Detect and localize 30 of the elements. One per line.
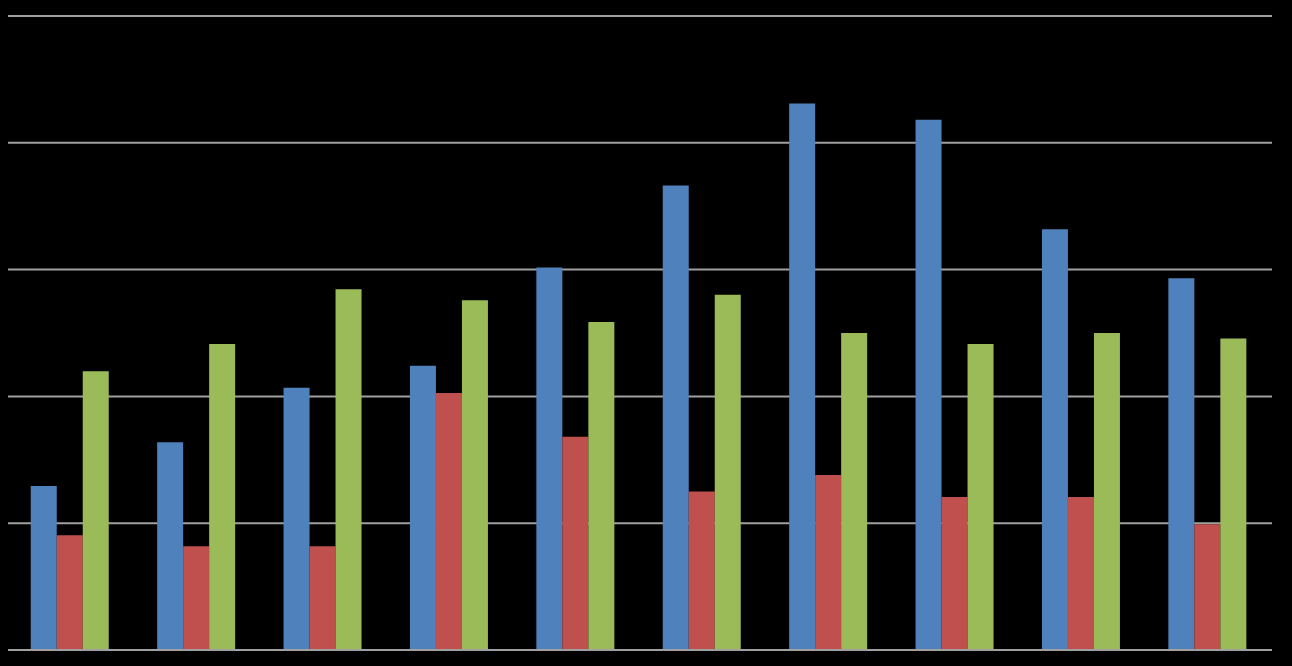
- bar: [967, 343, 994, 650]
- bar: [1194, 524, 1221, 650]
- bar: [562, 436, 589, 650]
- bar: [1093, 333, 1120, 650]
- bar: [435, 393, 462, 650]
- bar: [30, 486, 57, 650]
- bar: [461, 300, 488, 650]
- bar: [588, 322, 615, 650]
- bar: [1041, 229, 1068, 650]
- bar: [283, 387, 310, 650]
- bar: [1067, 496, 1094, 650]
- bar: [82, 371, 109, 650]
- bar: [841, 333, 868, 650]
- bar: [941, 496, 968, 650]
- bar: [335, 289, 362, 650]
- bar: [789, 103, 816, 650]
- bar: [56, 535, 83, 650]
- bar: [309, 546, 336, 650]
- bar: [409, 365, 436, 650]
- bar: [536, 267, 563, 650]
- bar: [815, 475, 842, 650]
- bar: [662, 185, 689, 650]
- bar: [157, 442, 184, 650]
- bar: [688, 491, 715, 650]
- bar: [1168, 278, 1195, 650]
- bar: [714, 294, 741, 650]
- bar: [915, 119, 942, 650]
- bar: [209, 343, 236, 650]
- bar: [183, 546, 210, 650]
- bar: [1220, 338, 1247, 650]
